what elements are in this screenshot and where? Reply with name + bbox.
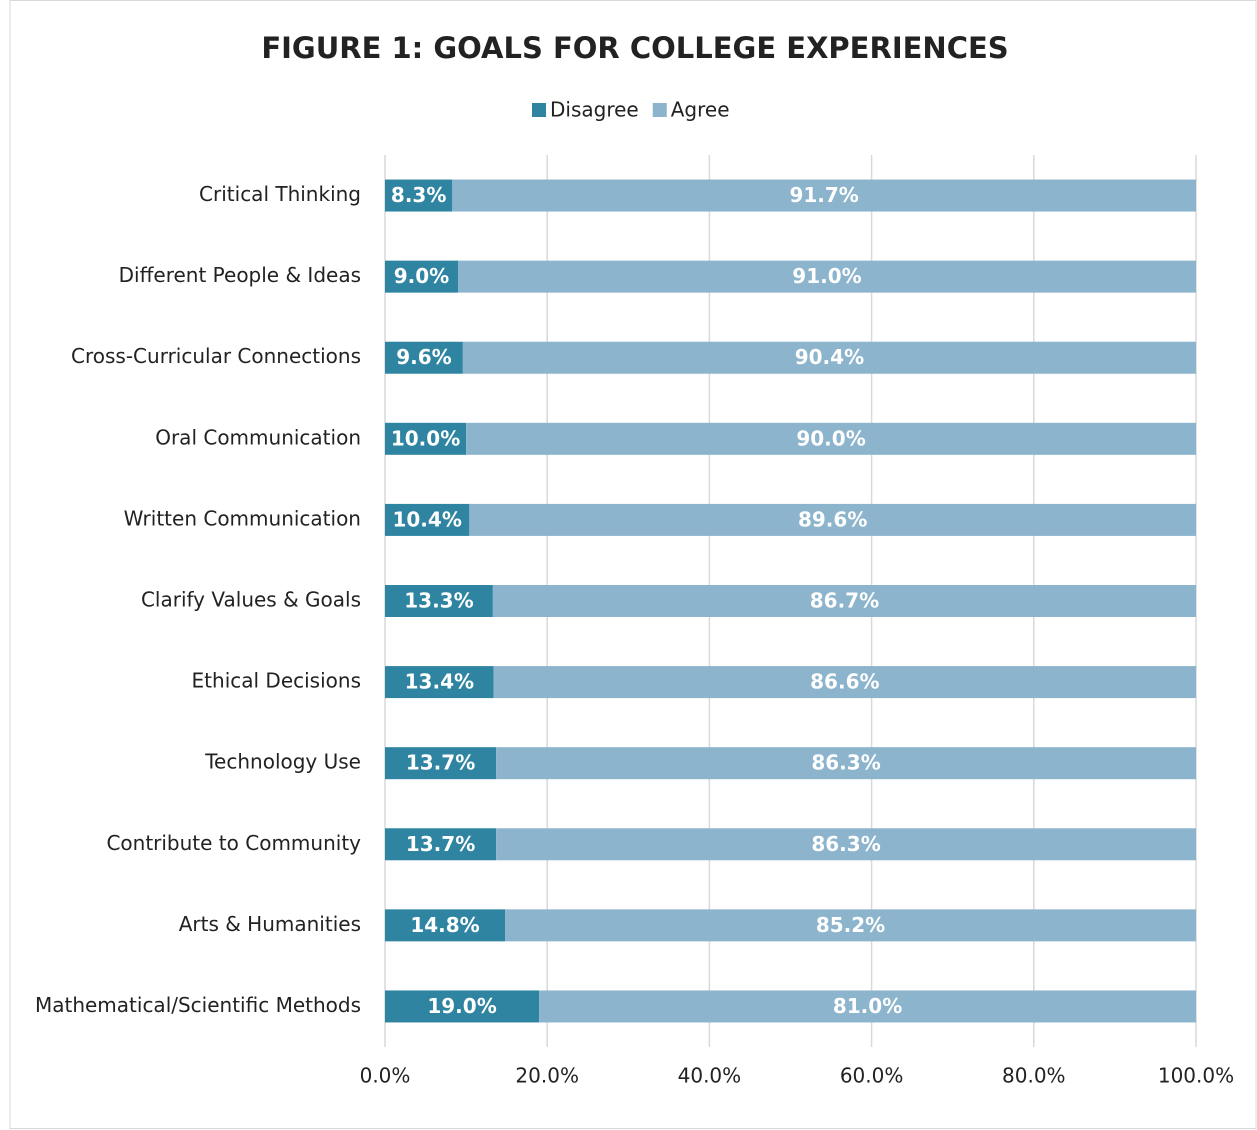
x-tick-label: 40.0% — [678, 1064, 742, 1088]
bar-segment — [496, 828, 1196, 861]
y-tick-label: Ethical Decisions — [192, 669, 361, 693]
data-label: 10.4% — [392, 507, 461, 531]
bar-segment — [385, 585, 493, 617]
y-tick-label: Different People & Ideas — [119, 263, 361, 287]
y-tick-label: Cross-Curricular Connections — [71, 344, 361, 368]
y-tick-label: Arts & Humanities — [179, 912, 361, 936]
data-label: 85.2% — [816, 913, 885, 937]
data-label: 90.0% — [796, 426, 865, 450]
bar-segment — [492, 585, 1196, 617]
x-tick-label: 20.0% — [515, 1064, 579, 1088]
data-label: 9.0% — [394, 264, 449, 288]
x-tick-label: 100.0% — [1158, 1064, 1234, 1088]
bar-segment — [469, 503, 1196, 536]
data-label: 90.4% — [795, 345, 864, 369]
bar-segment — [466, 422, 1197, 455]
data-label: 86.7% — [810, 589, 879, 613]
bar-segment — [462, 341, 1197, 374]
data-label: 91.7% — [789, 183, 858, 207]
chart-frame — [9, 0, 1257, 1129]
bar-segment — [385, 422, 467, 455]
legend-label: Disagree — [550, 98, 639, 122]
data-label: 81.0% — [833, 994, 902, 1018]
bar-segment — [452, 179, 1196, 212]
legend-swatch — [532, 103, 546, 117]
data-label: 86.3% — [811, 832, 880, 856]
legend-swatch — [652, 103, 667, 117]
data-label: 13.7% — [406, 751, 475, 775]
x-tick-label: 80.0% — [1002, 1064, 1066, 1088]
bar-segment — [385, 503, 470, 536]
data-label: 13.4% — [405, 670, 474, 694]
bar-segment — [385, 341, 463, 374]
legend-label: Agree — [671, 98, 730, 122]
bar-segment — [385, 666, 494, 699]
bar-segment — [385, 909, 506, 942]
bar-segment — [457, 260, 1196, 293]
bar-segment — [385, 747, 497, 780]
y-tick-label: Written Communication — [124, 506, 361, 530]
y-tick-label: Contribute to Community — [106, 831, 361, 855]
y-tick-label: Mathematical/Scientific Methods — [35, 993, 361, 1017]
bar-segment — [385, 990, 540, 1023]
data-label: 10.0% — [391, 426, 460, 450]
bar-segment — [496, 747, 1196, 780]
data-label: 9.6% — [396, 345, 451, 369]
bar-segment — [385, 260, 458, 293]
y-tick-label: Oral Communication — [155, 425, 361, 449]
data-label: 89.6% — [798, 507, 867, 531]
data-label: 91.0% — [792, 264, 861, 288]
data-label: 8.3% — [391, 183, 446, 207]
bar-segment — [385, 179, 453, 212]
chart-title: FIGURE 1: GOALS FOR COLLEGE EXPERIENCES — [261, 31, 1008, 65]
y-tick-label: Critical Thinking — [199, 182, 361, 206]
y-tick-label: Clarify Values & Goals — [141, 588, 361, 612]
data-label: 86.6% — [810, 670, 879, 694]
bar-segment — [385, 828, 497, 861]
data-label: 13.3% — [404, 589, 473, 613]
data-label: 86.3% — [811, 751, 880, 775]
data-label: 14.8% — [410, 913, 479, 937]
data-label: 19.0% — [427, 994, 496, 1018]
bar-segment — [505, 909, 1196, 942]
data-label: 13.7% — [406, 832, 475, 856]
y-tick-label: Technology Use — [204, 750, 361, 774]
x-tick-label: 60.0% — [840, 1064, 904, 1088]
bar-segment — [539, 990, 1196, 1023]
x-tick-label: 0.0% — [360, 1064, 411, 1088]
bar-segment — [493, 666, 1196, 699]
